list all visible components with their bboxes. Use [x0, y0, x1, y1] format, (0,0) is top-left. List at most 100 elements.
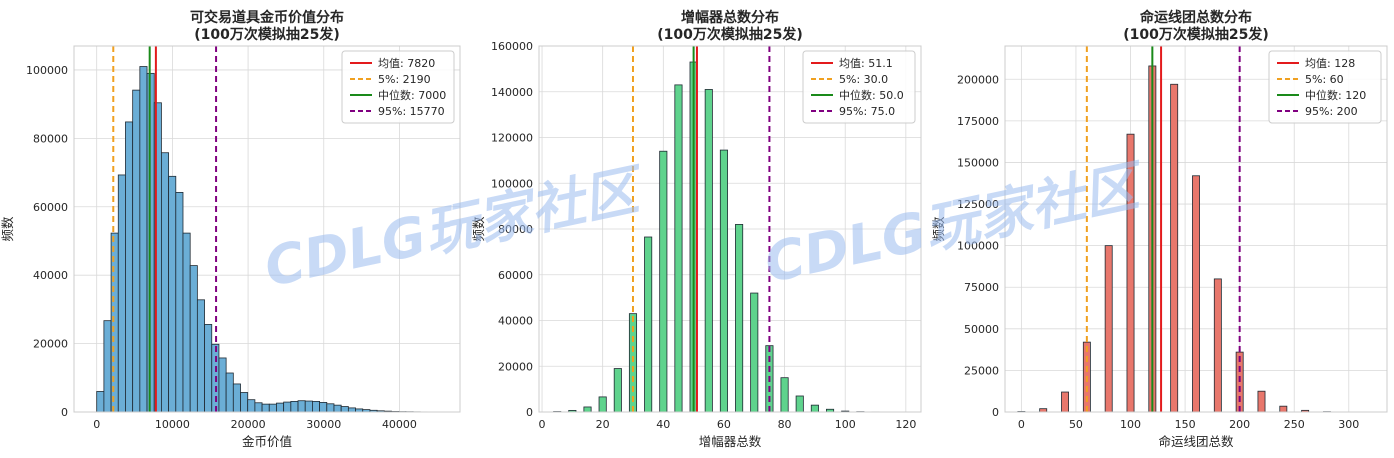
legend: 均值: 7820 5%: 2190 中位数: 7000 95%: 15770 — [341, 50, 455, 124]
histogram-bar — [333, 404, 342, 413]
legend-box — [1268, 50, 1382, 124]
x-tick-label: 150 — [1175, 418, 1196, 431]
y-axis-label: 频数 — [471, 216, 486, 242]
chart-subtitle: (100万次模拟抽25发) — [1123, 26, 1269, 43]
legend-entry-p5: 5%: 30.0 — [839, 73, 888, 86]
chart-title: 可交易道具金币价值分布 — [190, 9, 344, 26]
histogram-bar — [132, 89, 141, 413]
x-tick-label: 80 — [778, 418, 792, 431]
x-tick-label: 0 — [539, 418, 546, 431]
chart-subtitle: (100万次模拟抽25发) — [194, 26, 340, 43]
histogram-bar — [175, 191, 184, 413]
legend-box — [341, 50, 455, 124]
x-axis-label: 命运线团总数 — [1158, 434, 1234, 449]
histogram-bar — [117, 174, 126, 413]
histogram-bar — [674, 84, 683, 413]
y-tick-label: 120000 — [491, 132, 533, 145]
histogram-bar — [719, 149, 728, 413]
y-tick-label: 40000 — [498, 315, 533, 328]
histogram-bar — [613, 368, 622, 413]
y-tick-label: 100000 — [491, 177, 533, 190]
y-tick-label: 20000 — [33, 338, 68, 351]
y-tick-label: 20000 — [498, 360, 533, 373]
histogram-bar — [261, 403, 270, 413]
y-tick-label: 200000 — [957, 73, 999, 86]
x-tick-label: 20000 — [231, 418, 266, 431]
histogram-bar — [735, 224, 744, 413]
x-tick-label: 120 — [895, 418, 916, 431]
histogram-bar — [290, 400, 299, 413]
histogram-bar — [254, 402, 263, 413]
histogram-bar — [704, 89, 713, 413]
histogram-bar — [247, 399, 256, 413]
y-axis-label: 频数 — [0, 216, 15, 242]
x-tick-label: 100 — [1120, 418, 1141, 431]
histogram-bar — [297, 400, 306, 413]
legend-entry-median: 中位数: 120 — [1305, 88, 1366, 102]
y-tick-label: 0 — [992, 406, 999, 419]
x-tick-label: 50 — [1069, 418, 1083, 431]
legend-entry-median: 中位数: 50.0 — [839, 88, 904, 102]
chart-title: 命运线团总数分布 — [1139, 9, 1252, 26]
histogram-bar — [139, 66, 148, 413]
plot-frame — [538, 45, 922, 413]
x-axis-label: 增幅器总数 — [699, 434, 762, 449]
histogram-bar — [110, 232, 119, 413]
histogram-bar — [583, 406, 592, 413]
histogram-bar — [1192, 175, 1200, 413]
x-tick-label: 0 — [1018, 418, 1025, 431]
histogram-bar — [268, 403, 277, 413]
histogram-bar — [1213, 278, 1222, 413]
legend-entry-p95: 95%: 75.0 — [839, 105, 895, 118]
y-tick-label: 75000 — [964, 281, 999, 294]
histogram-bar — [1104, 245, 1113, 413]
histogram-bar — [1061, 391, 1069, 413]
legend-entry-mean: 均值: 128 — [1305, 57, 1355, 70]
y-tick-label: 140000 — [491, 86, 533, 99]
y-tick-label: 60000 — [33, 201, 68, 214]
y-tick-label: 100000 — [957, 240, 999, 253]
x-tick-label: 40000 — [382, 418, 417, 431]
chart-title: 增幅器总数分布 — [681, 9, 779, 26]
histogram-bar — [240, 392, 249, 413]
chart-panel-2: 0 20 40 60 80 100 120 0 20000 40000 60000 80000 1000… — [471, 9, 922, 449]
legend-entry-p5: 5%: 2190 — [378, 73, 431, 86]
x-tick-label: 300 — [1338, 418, 1359, 431]
x-tick-label: 0 — [93, 418, 100, 431]
y-tick-label: 25000 — [964, 364, 999, 377]
histogram-bar — [189, 265, 198, 413]
x-tick-label: 20 — [596, 418, 610, 431]
histogram-bar — [340, 406, 349, 413]
chart-panel-3: 0 50 100 150 200 250 300 0 25000 50000 75000 100000… — [931, 9, 1388, 449]
y-tick-label: 0 — [61, 406, 68, 419]
y-tick-label: 160000 — [491, 40, 533, 53]
legend-entry-p95: 95%: 15770 — [378, 105, 445, 118]
legend-entry-median: 中位数: 7000 — [378, 88, 446, 102]
chart-subtitle: (100万次模拟抽25发) — [657, 26, 803, 43]
legend-entry-p95: 95%: 200 — [1305, 105, 1358, 118]
histogram-bar — [276, 402, 285, 413]
x-tick-label: 10000 — [155, 418, 190, 431]
y-tick-label: 80000 — [498, 223, 533, 236]
x-axis-label: 金币价值 — [242, 434, 292, 449]
y-tick-label: 50000 — [964, 323, 999, 336]
histogram-bar — [780, 377, 789, 413]
x-tick-label: 30000 — [306, 418, 341, 431]
histogram-bar — [161, 152, 170, 413]
x-tick-label: 200 — [1229, 418, 1250, 431]
y-tick-label: 150000 — [957, 156, 999, 169]
histogram-bar — [182, 232, 191, 413]
x-tick-label: 100 — [835, 418, 856, 431]
legend-entry-mean: 均值: 51.1 — [839, 57, 893, 70]
plot-frame — [1004, 45, 1388, 413]
plot-frame — [73, 45, 461, 413]
histogram-bar — [225, 372, 234, 413]
legend-entry-mean: 均值: 7820 — [378, 57, 435, 70]
histogram-bar — [96, 391, 105, 413]
histogram-bar — [103, 320, 112, 413]
histogram-bar — [312, 400, 321, 413]
y-axis-label: 频数 — [931, 216, 946, 242]
y-tick-label: 175000 — [957, 115, 999, 128]
histogram-bar — [283, 401, 292, 413]
